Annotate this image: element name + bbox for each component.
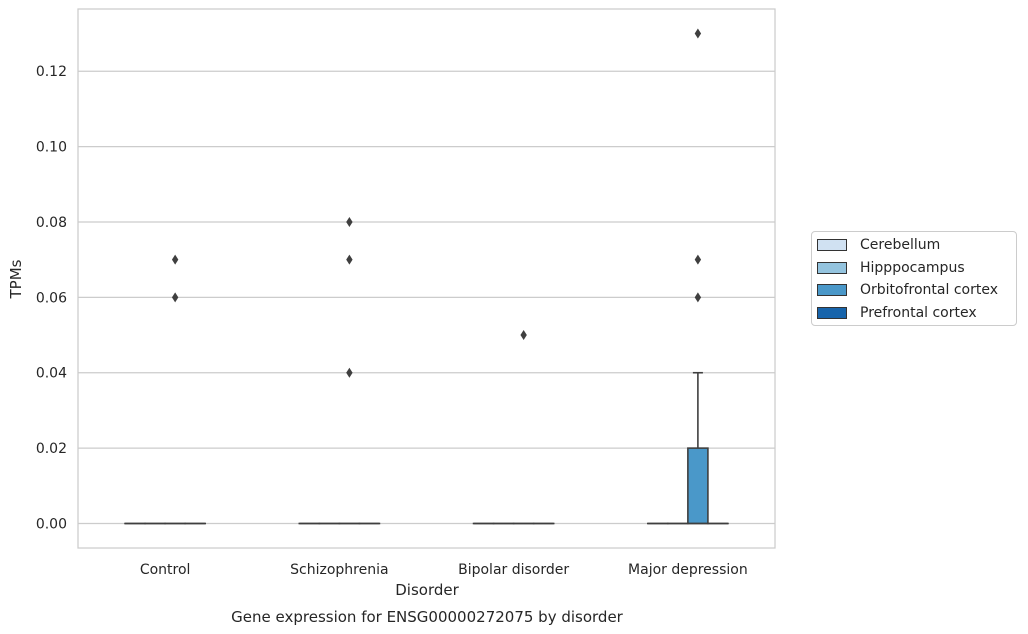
chart-title: Gene expression for ENSG00000272075 by d… bbox=[231, 608, 624, 626]
y-gridlines bbox=[78, 70, 775, 525]
legend-label: Prefrontal cortex bbox=[860, 304, 977, 321]
outlier-point bbox=[346, 216, 353, 227]
legend-swatch bbox=[817, 239, 847, 251]
legend-item: Hipppocampus bbox=[817, 258, 965, 278]
y-tick-label: 0.10 bbox=[36, 140, 67, 156]
legend-label: Orbitofrontal cortex bbox=[860, 282, 998, 298]
legend-swatch bbox=[817, 306, 847, 319]
legend-item: Prefrontal cortex bbox=[817, 303, 977, 323]
outlier-point bbox=[694, 254, 702, 265]
boxes bbox=[124, 28, 729, 525]
legend-label: Cerebellum bbox=[860, 237, 941, 253]
y-tick-label: 0.08 bbox=[36, 215, 67, 231]
y-tick-label: 0.00 bbox=[36, 517, 67, 533]
y-tick-label: 0.04 bbox=[36, 366, 67, 382]
box-group bbox=[164, 254, 186, 525]
box-group bbox=[687, 28, 709, 525]
x-tick-labels: Control Schizophrenia Bipolar disorder Majo… bbox=[140, 562, 748, 578]
y-tick-label: 0.12 bbox=[36, 64, 67, 80]
x-tick-label: Bipolar disorder bbox=[458, 562, 569, 578]
x-tick-label: Schizophrenia bbox=[290, 562, 388, 578]
legend-item: Orbitofrontal cortex bbox=[817, 280, 998, 300]
y-axis-label: TPMs bbox=[7, 259, 25, 299]
box-group bbox=[338, 216, 361, 525]
outlier-point bbox=[346, 367, 353, 378]
y-tick-label: 0.06 bbox=[36, 290, 67, 306]
outlier-point bbox=[171, 254, 179, 265]
outlier-point bbox=[694, 28, 702, 39]
legend-swatch bbox=[817, 284, 847, 296]
x-axis-label: Disorder bbox=[395, 581, 459, 599]
legend: Cerebellum Hipppocampus Orbitofrontal cort… bbox=[811, 231, 1017, 326]
outlier-point bbox=[694, 292, 702, 303]
box bbox=[687, 447, 709, 525]
legend-swatch bbox=[817, 261, 847, 274]
outlier-point bbox=[346, 254, 353, 265]
y-tick-label: 0.02 bbox=[36, 441, 67, 457]
plot-area-frame bbox=[77, 8, 776, 549]
y-tick-labels: 0.00 0.02 0.04 0.06 0.08 0.10 0.12 bbox=[36, 64, 67, 532]
legend-item: Cerebellum bbox=[817, 235, 940, 255]
box-group bbox=[512, 330, 535, 525]
legend-label: Hipppocampus bbox=[860, 259, 965, 276]
x-tick-label: Control bbox=[140, 562, 191, 578]
outlier-point bbox=[520, 330, 527, 341]
x-tick-label: Major depression bbox=[628, 562, 748, 578]
outlier-point bbox=[171, 292, 179, 303]
